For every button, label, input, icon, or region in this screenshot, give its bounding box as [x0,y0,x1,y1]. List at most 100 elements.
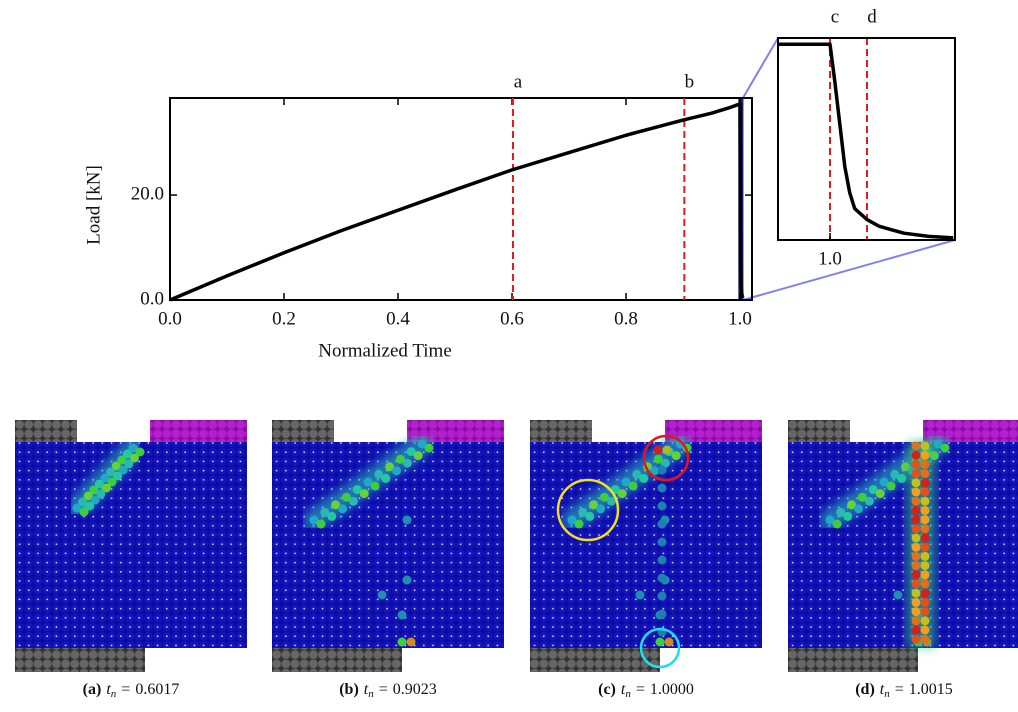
crack-particle [402,458,412,468]
support-bottom [788,648,918,672]
crack-particle [90,495,100,505]
crack-particle [585,511,595,521]
crack-particle [650,466,660,476]
band-particle [920,570,930,580]
crack-particle [875,489,885,499]
crack-particle [574,519,584,529]
crack-particle [122,449,132,459]
band-particle [911,450,921,460]
crack-particle [327,511,337,521]
band-particle [911,551,921,561]
crack-particle [370,481,380,491]
inset-marker-label: d [867,6,877,27]
crack-particle [879,477,889,487]
crack-particle [359,489,369,499]
loader [407,420,504,442]
crack-particle [309,515,319,525]
y-tick-label: 20.0 [131,183,164,204]
damage-spot [657,483,667,493]
panel-caption: (c) tn = 1.0000 [598,681,694,700]
crack-particle [338,504,348,514]
caption-tag: (a) [83,681,102,698]
caption-relation: = [895,681,904,698]
band-particle [920,496,930,506]
damage-spot [657,573,667,583]
caption-tag: (d) [855,681,875,698]
crack-particle [596,504,606,514]
crack-particle [118,465,128,475]
band-particle [920,588,930,598]
band-particle [911,561,921,571]
crack-particle [589,500,599,510]
crack-particle [117,455,127,465]
caption-relation: = [121,681,130,698]
support-top [788,420,850,442]
crack-particle [825,515,835,525]
crack-particle [864,496,874,506]
panel-caption: (b) tn = 0.9023 [339,681,437,700]
band-particle [920,524,930,534]
crack-particle [406,447,416,457]
crack-particle [653,454,663,464]
damage-spot [635,590,645,600]
crack-particle [129,453,139,463]
damage-spot [657,609,667,619]
band-particle [911,533,921,543]
crack-particle [72,503,82,513]
crack-particle [632,469,642,479]
crack-particle [78,497,88,507]
crack-particle [316,519,326,529]
band-particle [911,496,921,506]
x-tick-label: 0.2 [272,308,296,329]
band-particle [911,616,921,626]
band-particle [911,597,921,607]
damage-spot [664,637,674,647]
caption-tag: (b) [339,681,359,698]
support-top [15,420,77,442]
caption-time: 1.0000 [650,681,694,698]
caption-subscript: n [884,688,890,700]
caption-subscript: n [625,688,631,700]
caption-symbol: t [364,681,369,698]
crack-particle [341,492,351,502]
band-particle [911,505,921,515]
band-particle [911,515,921,525]
band-particle [911,469,921,479]
caption-time: 0.6017 [135,681,179,698]
band-particle [911,478,921,488]
support-bottom [272,648,402,672]
particle-panel [788,420,1018,672]
crack-particle [868,485,878,495]
band-particle [911,579,921,589]
band-particle [911,459,921,469]
crack-particle [617,489,627,499]
band-particle [911,487,921,497]
damage-spot [402,575,412,585]
caption-symbol: t [880,681,885,698]
band-particle [911,625,921,635]
crack-particle [331,500,341,510]
particle-panel [272,420,504,672]
support-bottom [530,648,660,672]
x-axis-label: Normalized Time [318,340,452,361]
crack-particle [606,496,616,506]
damage-spot [657,591,667,601]
crack-particle [395,454,405,464]
band-particle [920,505,930,515]
crack-particle [348,496,358,506]
band-particle [920,441,930,451]
crack-particle [628,481,638,491]
marker-label: b [685,71,695,92]
load-curve [169,102,745,302]
band-particle [920,469,930,479]
damage-spot [657,537,667,547]
band-particle [911,570,921,580]
damage-spot [406,637,416,647]
crack-particle [890,469,900,479]
support-bottom [15,648,145,672]
crack-particle [79,507,89,517]
inset-curve [778,42,954,240]
crack-particle [85,501,95,511]
band-particle [920,607,930,617]
